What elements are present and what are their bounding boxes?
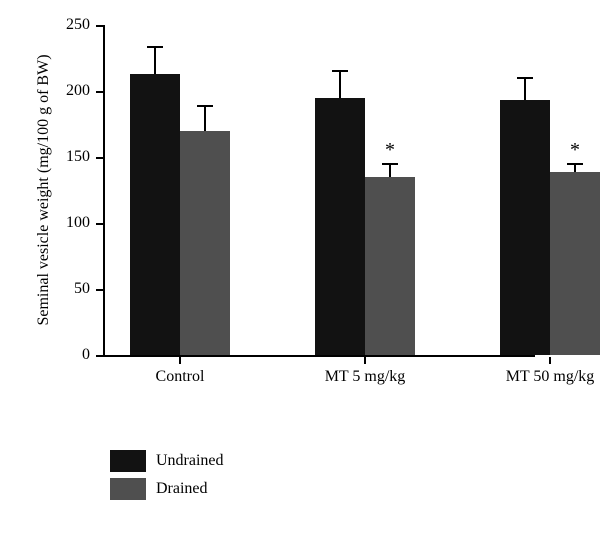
bar [550, 172, 600, 355]
error-bar [204, 106, 206, 131]
error-bar-cap [382, 163, 398, 165]
x-tick-label: MT 5 mg/kg [325, 368, 406, 386]
y-tick [96, 223, 103, 225]
error-bar-cap [517, 77, 533, 79]
legend-swatch [110, 478, 146, 500]
x-tick [364, 357, 366, 364]
plot-area: 050100150200250ControlMT 5 mg/kgMT 50 mg… [105, 25, 535, 355]
legend-swatch [110, 450, 146, 472]
y-axis-label: Seminal vesicle weight (mg/100 g of BW) [35, 25, 53, 355]
x-tick [549, 357, 551, 364]
bar [365, 177, 415, 355]
x-tick-label: Control [156, 368, 205, 386]
error-bar-cap [147, 46, 163, 48]
bar [180, 131, 230, 355]
figure: 0 50 100 150 200 250 Control MT 5 mg/kg MT 50 mg… [0, 0, 600, 555]
error-bar [574, 164, 576, 172]
error-bar [524, 78, 526, 100]
bar [500, 100, 550, 355]
y-tick-label: 50 [50, 280, 90, 298]
significance-marker: * [570, 139, 580, 162]
legend-item: Drained [110, 478, 224, 500]
y-tick-label: 200 [50, 82, 90, 100]
legend-item: Undrained [110, 450, 224, 472]
y-tick [96, 289, 103, 291]
y-tick [96, 157, 103, 159]
x-tick-label: MT 50 mg/kg [506, 368, 595, 386]
error-bar [339, 71, 341, 97]
error-bar-cap [197, 105, 213, 107]
error-bar-cap [332, 70, 348, 72]
y-tick-label: 100 [50, 214, 90, 232]
x-axis [103, 355, 535, 357]
y-tick-label: 0 [50, 346, 90, 364]
legend: Undrained Drained [110, 450, 224, 506]
error-bar [154, 47, 156, 73]
significance-marker: * [385, 139, 395, 162]
y-tick [96, 91, 103, 93]
y-tick-label: 250 [50, 16, 90, 34]
bar [130, 74, 180, 355]
legend-label: Undrained [156, 452, 224, 470]
x-tick [179, 357, 181, 364]
error-bar-cap [567, 163, 583, 165]
y-tick [96, 25, 103, 27]
y-tick-label: 150 [50, 148, 90, 166]
legend-label: Drained [156, 480, 208, 498]
y-axis [103, 25, 105, 357]
y-tick [96, 355, 103, 357]
bar [315, 98, 365, 355]
error-bar [389, 164, 391, 177]
